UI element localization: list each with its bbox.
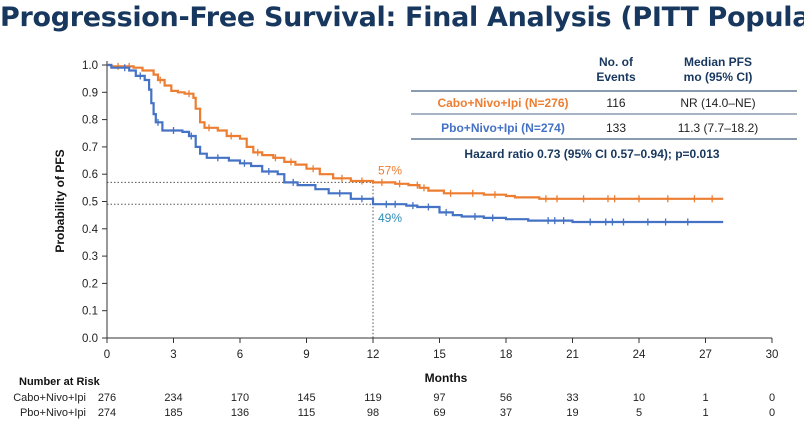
risk-table-title: Number at Risk [19, 376, 101, 388]
x-tick-label: 30 [766, 349, 779, 361]
axes: 0.0 0.1 0.2 0.3 0.4 0.5 0.6 0.7 0.8 0.9 1.0 0 3 6 9 12 1… [53, 60, 778, 385]
callout-cabo: 57% [378, 163, 402, 177]
x-tick-label: 24 [633, 349, 646, 361]
col-header-median: Median PFS [684, 55, 752, 69]
risk-value: 274 [98, 407, 116, 419]
x-tick-label: 15 [433, 349, 446, 361]
risk-value: 115 [298, 407, 316, 419]
y-tick-label: 0.7 [82, 142, 98, 154]
y-tick-label: 0.1 [82, 306, 98, 318]
risk-value: 98 [367, 407, 379, 419]
col-header-events: Events [596, 70, 636, 84]
x-tick-label: 6 [237, 349, 243, 361]
x-tick-label: 18 [500, 349, 513, 361]
annotations: 57% 49% [378, 163, 402, 225]
table-background [410, 48, 802, 168]
col-header-median: mo (95% CI) [684, 70, 753, 84]
y-tick-label: 0.4 [82, 224, 99, 236]
table-median-value: 11.3 (7.7–18.2) [678, 121, 759, 135]
risk-value: 136 [231, 407, 249, 419]
x-tick-label: 12 [367, 349, 380, 361]
km-curve-cabo [107, 63, 724, 200]
risk-value: 170 [231, 392, 249, 404]
x-tick-label: 0 [104, 349, 110, 361]
km-curve-pbo [107, 63, 724, 224]
risk-value: 56 [500, 392, 512, 404]
risk-value: 97 [433, 392, 445, 404]
risk-value: 145 [297, 392, 315, 404]
y-tick-label: 0.9 [82, 87, 98, 99]
risk-value: 5 [636, 407, 642, 419]
table-arm-label: Pbo+Nivo+Ipi (N=274) [441, 121, 565, 135]
risk-value: 69 [433, 407, 445, 419]
x-axis-title: Months [425, 371, 468, 385]
number-at-risk-table: Number at Risk Cabo+Nivo+Ipi 276 234 170 145 1… [13, 376, 775, 419]
x-tick-label: 21 [566, 349, 579, 361]
slide-title: Progression-Free Survival: Final Analysi… [0, 2, 804, 33]
risk-value: 19 [566, 407, 578, 419]
table-median-value: NR (14.0–NE) [680, 96, 755, 110]
table-events-value: 116 [606, 96, 625, 110]
risk-value: 33 [566, 392, 578, 404]
risk-value: 185 [164, 407, 182, 419]
callout-pbo: 49% [378, 211, 402, 225]
y-axis-title: Probability of PFS [53, 149, 67, 252]
x-tick-label: 27 [699, 349, 712, 361]
risk-value: 234 [164, 392, 182, 404]
risk-row-label: Cabo+Nivo+Ipi [13, 392, 86, 404]
hazard-ratio: Hazard ratio 0.73 (95% CI 0.57–0.94); p=… [464, 147, 719, 161]
risk-value: 37 [500, 407, 512, 419]
table-arm-label: Cabo+Nivo+Ipi (N=276) [437, 96, 568, 110]
y-tick-label: 0.5 [82, 197, 98, 209]
col-header-events: No. of [599, 55, 634, 69]
risk-value: 276 [98, 392, 116, 404]
risk-value: 119 [364, 392, 382, 404]
y-tick-label: 1.0 [82, 60, 98, 72]
risk-value: 1 [702, 407, 708, 419]
y-tick-label: 0.3 [82, 251, 98, 263]
risk-row-label: Pbo+Nivo+Ipi [20, 407, 86, 419]
risk-value: 0 [769, 392, 775, 404]
reference-lines [107, 181, 374, 338]
x-tick-label: 9 [303, 349, 309, 361]
risk-value: 1 [702, 392, 708, 404]
y-tick-label: 0.0 [82, 333, 98, 345]
x-tick-label: 3 [170, 349, 176, 361]
risk-value: 0 [769, 407, 775, 419]
y-tick-label: 0.8 [82, 115, 98, 127]
y-tick-label: 0.2 [82, 278, 98, 290]
y-tick-label: 0.6 [82, 169, 98, 181]
km-curves [107, 62, 724, 226]
risk-value: 10 [633, 392, 645, 404]
table-events-value: 133 [606, 121, 626, 135]
